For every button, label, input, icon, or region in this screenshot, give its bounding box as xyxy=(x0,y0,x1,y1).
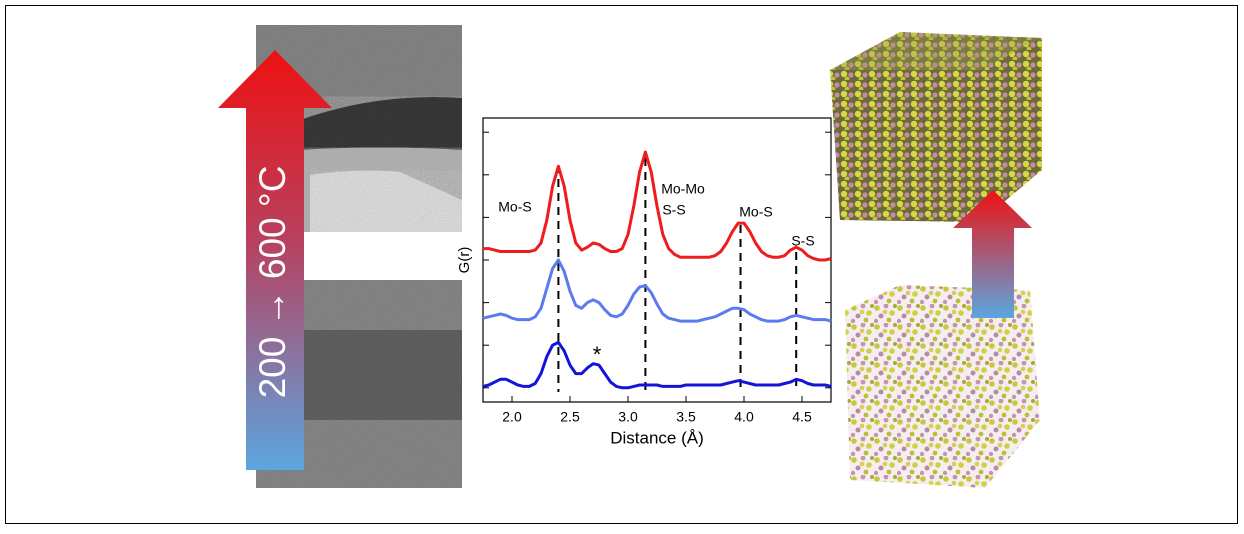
peak-annotation: S-S xyxy=(791,233,814,249)
series-line xyxy=(483,150,832,262)
x-tick-label: 4.0 xyxy=(734,409,754,425)
x-tick-label: 2.5 xyxy=(560,409,580,425)
y-axis-label: G(r) xyxy=(456,247,473,274)
temperature-arrow: 200 → 600 °C xyxy=(218,50,332,470)
peak-annotation: Mo-S xyxy=(498,199,531,215)
peak-annotation: Mo-S xyxy=(739,204,772,220)
peak-annotation: * xyxy=(593,342,602,367)
transformation-arrow xyxy=(953,190,1032,318)
series-line xyxy=(482,340,832,390)
plot-frame xyxy=(482,117,832,403)
x-tick-label: 3.0 xyxy=(618,409,638,425)
pdf-chart: Mo-S Mo-Mo S-S Mo-S S-S * xyxy=(482,117,832,403)
x-tick-label: 4.5 xyxy=(792,409,812,425)
x-tick-label: 3.5 xyxy=(676,409,696,425)
ordered-structure xyxy=(830,32,1042,222)
x-axis-label: Distance (Å) xyxy=(610,428,704,447)
frame xyxy=(5,5,1238,524)
peak-annotation: S-S xyxy=(662,202,685,218)
peak-annotation: Mo-Mo xyxy=(661,181,705,197)
series-line xyxy=(482,258,832,323)
x-tick-label: 2.0 xyxy=(502,409,522,425)
arrow-label: 200 → 600 °C xyxy=(252,166,293,399)
disordered-structure xyxy=(845,285,1040,488)
